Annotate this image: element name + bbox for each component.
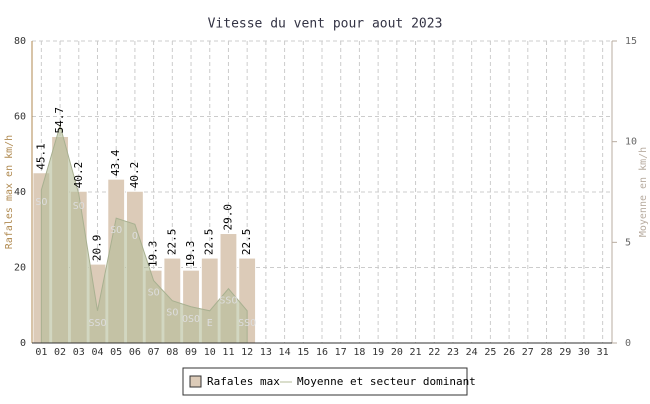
x-tick-label: 05 [110, 347, 122, 358]
x-tick-label: 27 [522, 347, 534, 358]
x-tick-label: 30 [578, 347, 590, 358]
y-tick-label: 20 [14, 263, 26, 274]
y2-tick-label: 0 [625, 338, 631, 349]
x-tick-label: 14 [279, 347, 291, 358]
y2-tick-label: 15 [625, 36, 637, 47]
y-tick-label: 60 [14, 112, 26, 123]
x-tick-label: 23 [447, 347, 459, 358]
y-axis-label: Rafales max en km/h [4, 135, 15, 249]
value-label: 22.5 [240, 229, 253, 256]
value-label: 45.1 [34, 143, 47, 170]
x-tick-label: 18 [353, 347, 365, 358]
value-label: 20.9 [90, 235, 103, 262]
x-tick-label: 16 [316, 347, 328, 358]
x-tick-label: 17 [335, 347, 347, 358]
x-tick-label: 12 [241, 347, 253, 358]
x-tick-label: 09 [185, 347, 197, 358]
x-tick-label: 11 [222, 347, 234, 358]
direction-label: OSO [182, 314, 200, 325]
x-tick-label: 02 [54, 347, 66, 358]
x-tick-label: 20 [391, 347, 403, 358]
x-tick-label: 06 [129, 347, 141, 358]
x-tick-label: 21 [410, 347, 422, 358]
value-label: 22.5 [165, 229, 178, 256]
y-tick-label: 40 [14, 187, 26, 198]
x-tick-label: 04 [91, 347, 103, 358]
x-tick-label: 29 [559, 347, 571, 358]
direction-label: SSO [88, 318, 106, 329]
y-tick-label: 80 [14, 36, 26, 47]
x-tick-label: 13 [260, 347, 272, 358]
direction-label: SO [148, 288, 160, 299]
value-label: 43.4 [109, 149, 122, 176]
y-tick-label: 0 [20, 338, 26, 349]
value-label: 22.5 [203, 229, 216, 256]
x-tick-label: 01 [35, 347, 47, 358]
y2-tick-label: 5 [625, 237, 631, 248]
x-tick-label: 24 [466, 347, 478, 358]
x-tick-label: 03 [73, 347, 85, 358]
value-label: 54.7 [53, 107, 66, 134]
direction-label: SSO [238, 318, 256, 329]
direction-label: O [132, 231, 138, 242]
x-tick-label: 07 [148, 347, 160, 358]
legend-label: Moyenne et secteur dominant [297, 375, 476, 388]
x-tick-label: 25 [484, 347, 496, 358]
average-area [40, 123, 248, 344]
value-label: 19.3 [184, 241, 197, 268]
chart-title: Vitesse du vent pour aout 2023 [208, 17, 443, 32]
x-tick-label: 26 [503, 347, 515, 358]
direction-label: SO [166, 308, 178, 319]
y2-tick-label: 10 [625, 137, 637, 148]
x-tick-label: 28 [540, 347, 552, 358]
direction-label: SSO [219, 296, 237, 307]
x-tick-label: 19 [372, 347, 384, 358]
x-tick-label: 10 [204, 347, 216, 358]
direction-label: E [207, 318, 213, 329]
x-tick-label: 08 [166, 347, 178, 358]
legend-label: Rafales max [207, 375, 280, 388]
value-label: 40.2 [72, 162, 85, 189]
direction-label: SO [35, 197, 47, 208]
direction-label: SO [73, 201, 85, 212]
value-label: 19.3 [147, 241, 160, 268]
value-label: 29.0 [221, 204, 234, 231]
legend-swatch [189, 375, 202, 388]
y2-axis-label: Moyenne en km/h [638, 147, 649, 237]
x-tick-label: 31 [597, 347, 609, 358]
x-tick-label: 22 [428, 347, 440, 358]
value-label: 40.2 [128, 162, 141, 189]
direction-label: SO [110, 225, 122, 236]
x-tick-label: 15 [297, 347, 309, 358]
legend-box [182, 367, 468, 396]
